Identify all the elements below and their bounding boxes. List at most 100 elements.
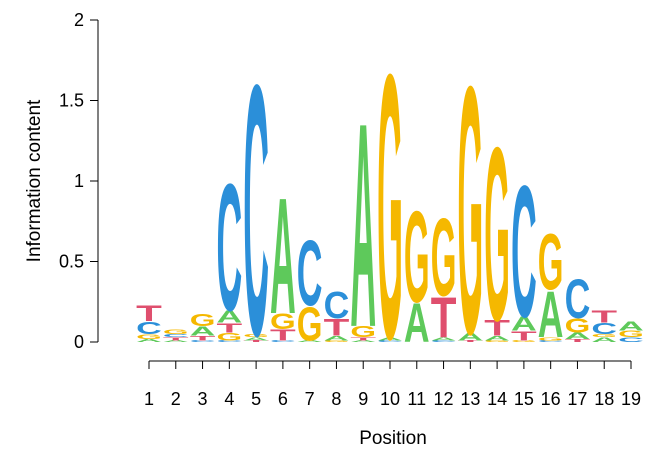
letter-T-pos-15: T: [511, 328, 537, 343]
letter-A-pos-14: A: [484, 335, 510, 342]
letter-G-pos-11: G: [404, 185, 430, 330]
letter-T-pos-17: T: [565, 338, 591, 343]
letter-G-pos-5: G: [243, 333, 269, 338]
letter-T-pos-6: T: [270, 326, 297, 344]
letter-C-pos-3: C: [190, 340, 216, 342]
letter-C-pos-12: C: [431, 340, 457, 342]
letter-G-pos-18: G: [591, 333, 617, 338]
x-tick-label: 8: [331, 389, 341, 409]
letter-C-pos-18: C: [591, 320, 617, 337]
y-tick-label: 2: [74, 10, 84, 30]
letter-A-pos-12: A: [431, 337, 457, 342]
x-tick-label: 1: [144, 389, 154, 409]
x-tick-label: 16: [541, 389, 561, 409]
letter-G-pos-13: G: [457, 14, 483, 408]
x-tick-label: 2: [171, 389, 181, 409]
x-tick-label: 4: [224, 389, 234, 409]
x-tick-label: 3: [198, 389, 208, 409]
letter-G-pos-15: G: [511, 340, 537, 342]
letter-A-pos-16: A: [538, 279, 564, 353]
letter-G-pos-12: G: [431, 196, 457, 319]
x-tick-label: 17: [567, 389, 587, 409]
letter-C-pos-19: C: [618, 336, 644, 343]
x-axis: 1 2 3 4 5 6 7 8 9 10 11 12 13 14 15 16 17 18 19: [144, 360, 641, 409]
letter-C-pos-17: C: [565, 268, 591, 330]
letter-T-pos-9: T: [350, 337, 376, 342]
x-tick-label: 5: [251, 389, 261, 409]
x-tick-label: 6: [278, 389, 288, 409]
letter-T-pos-4: T: [216, 320, 242, 335]
y-tick-label: 0.5: [59, 252, 84, 272]
letter-G-pos-3: G: [190, 310, 216, 330]
x-tick-label: 9: [358, 389, 368, 409]
x-tick-label: 10: [380, 389, 400, 409]
x-tick-label: 18: [594, 389, 614, 409]
letter-A-pos-6: A: [270, 165, 296, 349]
letter-T-pos-1: T: [136, 302, 162, 326]
x-tick-label: 12: [434, 389, 454, 409]
x-tick-label: 19: [621, 389, 641, 409]
letter-T-pos-18: T: [591, 307, 617, 327]
letter-G-pos-17: G: [565, 314, 591, 337]
letter-T-pos-14: T: [484, 316, 510, 340]
letter-T-pos-3: T: [190, 335, 217, 342]
letter-C-pos-1: C: [136, 318, 162, 337]
letter-C-pos-15: C: [511, 147, 537, 357]
letter-G-pos-6: G: [270, 309, 296, 333]
letter-C-pos-4: C: [216, 146, 242, 349]
stack-position-10: CAG: [377, 0, 403, 417]
letter-C-pos-6: C: [270, 340, 296, 342]
letter-A-pos-10: A: [377, 337, 403, 342]
letter-A-pos-11: A: [404, 292, 430, 354]
letter-T-pos-5: T: [243, 340, 269, 342]
x-tick-label: 11: [407, 389, 426, 409]
letter-C-pos-4: C: [216, 340, 242, 342]
letter-A-pos-19: A: [618, 319, 644, 334]
letter-A-pos-8: A: [324, 335, 350, 342]
letter-A-pos-9: A: [350, 340, 376, 342]
y-axis-title: Information content: [24, 99, 45, 262]
letter-A-pos-4: A: [216, 307, 242, 326]
letter-G-pos-2: G: [163, 328, 189, 336]
letter-G-pos-8: G: [324, 340, 350, 342]
stack-position-11: AG: [404, 185, 430, 354]
letter-G-pos-4: G: [216, 331, 242, 343]
letter-A-pos-17: A: [565, 331, 591, 341]
letter-A-pos-7: A: [297, 340, 323, 342]
letter-G-pos-1: G: [136, 333, 162, 341]
stack-position-19: CGA: [618, 319, 644, 344]
y-tick-label: 1: [74, 171, 84, 191]
letter-G-pos-10: G: [377, 0, 403, 417]
stack-position-13: TAG: [457, 14, 483, 408]
letter-A-pos-18: A: [591, 336, 617, 343]
letter-G-pos-16: G: [538, 336, 564, 341]
x-tick-label: 14: [487, 389, 507, 409]
x-tick-label: 15: [514, 389, 534, 409]
stack-position-7: AGC: [297, 220, 323, 350]
letter-G-pos-7: G: [297, 296, 323, 351]
y-tick-label: 1.5: [59, 91, 84, 111]
x-tick-label: 13: [460, 389, 480, 409]
letter-A-pos-15: A: [511, 313, 537, 335]
letter-T-pos-2: T: [163, 337, 189, 342]
letter-C-pos-7: C: [297, 220, 323, 324]
letter-G-pos-19: G: [618, 330, 644, 340]
letter-A-pos-2: A: [163, 340, 189, 342]
letter-G-pos-9: G: [350, 324, 376, 341]
letter-G-pos-14: G: [484, 340, 510, 342]
letter-C-pos-8: C: [324, 284, 350, 326]
